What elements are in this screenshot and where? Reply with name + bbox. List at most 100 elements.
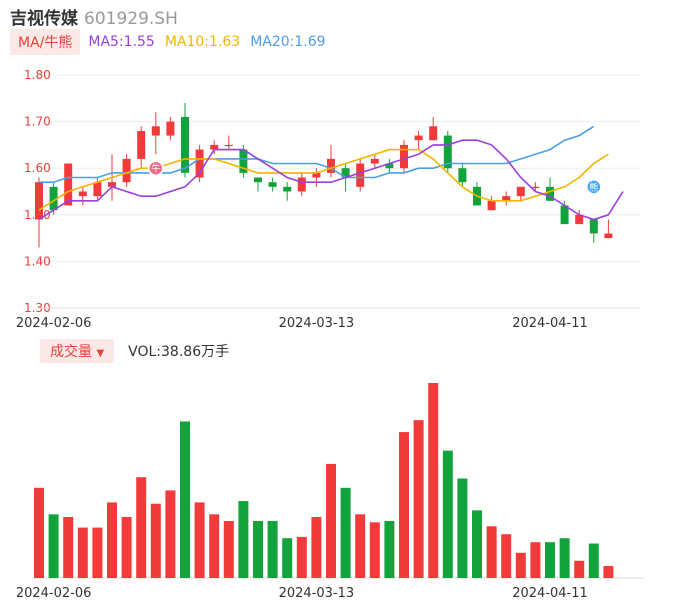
candle-body — [151, 126, 160, 136]
price-tick-label: 1.30 — [24, 301, 51, 315]
candle-up — [312, 168, 321, 187]
volume-bar-up — [63, 516, 74, 578]
candle-body — [443, 135, 452, 169]
volume-bar-up — [165, 490, 176, 578]
candle-body — [78, 191, 87, 197]
ma20-line — [39, 125, 595, 183]
candle-body — [181, 116, 189, 173]
volume-bar-up — [530, 542, 541, 578]
candle-up — [210, 140, 219, 155]
candle-down — [181, 102, 189, 178]
volume-bar-down — [238, 501, 249, 578]
candle-body — [516, 186, 525, 197]
candle-body — [254, 177, 262, 183]
candlestick-chart[interactable]: 1.801.701.601.501.401.30牛熊2024-02-062024… — [0, 0, 686, 335]
volume-bar-down — [267, 520, 278, 578]
volume-bar-up — [194, 502, 205, 578]
stock-name: 吉视传媒 — [10, 9, 78, 29]
candle-down — [268, 177, 277, 192]
volume-bar-up — [574, 560, 585, 578]
volume-bar-up — [209, 514, 220, 578]
candle-body — [108, 182, 116, 187]
date-tick-label: 2024-04-11 — [512, 316, 588, 331]
candle-up — [151, 112, 160, 155]
candle-up — [400, 140, 408, 173]
volume-bar-up — [92, 527, 103, 578]
marker-badge — [148, 160, 164, 176]
date-tick-label: 2024-03-13 — [279, 316, 355, 331]
volume-bar-up — [428, 383, 439, 578]
volume-bar-up — [603, 566, 614, 578]
candle-up — [35, 177, 43, 248]
volume-bar-up — [501, 534, 512, 578]
price-tick-label: 1.60 — [24, 161, 51, 175]
candle-up — [137, 126, 146, 169]
candle-body — [487, 200, 496, 211]
volume-bar-up — [399, 432, 409, 578]
candle-body — [458, 168, 467, 183]
candle-body — [49, 186, 58, 211]
candle-body — [283, 186, 292, 192]
candle-down — [443, 130, 452, 173]
volume-bar-down — [457, 478, 468, 578]
volume-bar-up — [107, 502, 117, 578]
date-tick-label: 2024-02-06 — [16, 586, 92, 601]
volume-bar-down — [282, 538, 293, 578]
candle-up — [297, 172, 306, 197]
candle-body — [546, 186, 554, 201]
bear-marker-icon: 熊 — [586, 179, 602, 195]
candle-body — [429, 126, 438, 141]
volume-bar-up — [223, 520, 234, 578]
volume-bar-down — [588, 543, 599, 578]
volume-bar-down — [180, 421, 190, 578]
candle-body — [575, 214, 584, 225]
candle-up — [516, 186, 525, 201]
ma-toggle-button[interactable]: MA/牛熊 — [10, 29, 81, 55]
bull-marker-icon: 牛 — [148, 160, 164, 176]
candle-down — [458, 163, 467, 187]
candle-up — [502, 191, 511, 206]
candle-body — [224, 144, 233, 147]
candle-up — [356, 158, 365, 192]
volume-value: VOL:38.86万手 — [128, 344, 230, 360]
candle-body — [327, 158, 335, 173]
candle-body — [531, 186, 540, 189]
candle-up — [195, 144, 204, 183]
candle-body — [166, 121, 175, 136]
price-tick-label: 1.40 — [24, 254, 51, 268]
candle-down — [254, 177, 262, 192]
volume-bar-up — [34, 487, 44, 578]
stock-code: 601929.SH — [84, 9, 178, 29]
candle-body — [502, 196, 511, 201]
volume-bar-up — [413, 420, 424, 578]
candle-down — [283, 182, 292, 201]
volume-bar-up — [355, 514, 366, 578]
candle-body — [385, 163, 394, 169]
candle-body — [93, 182, 102, 197]
volume-indicator-dropdown[interactable]: 成交量 ▼ — [40, 339, 115, 363]
price-tick-label: 1.80 — [24, 68, 51, 82]
volume-legend: 成交量 ▼ VOL:38.86万手 — [40, 339, 230, 363]
candle-up — [604, 219, 613, 239]
volume-bar-up — [121, 516, 132, 578]
candle-body — [195, 149, 204, 178]
volume-bar-down — [48, 514, 59, 578]
volume-bar-up — [515, 552, 526, 578]
candle-up — [370, 154, 379, 169]
candle-body — [268, 182, 277, 187]
candle-body — [341, 168, 350, 178]
candle-body — [400, 144, 408, 169]
candle-up — [327, 144, 335, 178]
candle-body — [414, 135, 423, 141]
candle-body — [210, 144, 219, 150]
ma5-line — [38, 139, 624, 221]
ma-legend: MA/牛熊 MA5:1.55 MA10:1.63 MA20:1.69 — [10, 29, 336, 55]
volume-bar-up — [296, 536, 307, 578]
date-tick-label: 2024-04-11 — [512, 586, 588, 601]
volume-bar-down — [545, 542, 555, 578]
candle-body — [356, 163, 365, 187]
volume-bar-up — [326, 463, 336, 578]
candle-up — [224, 135, 233, 150]
stock-header: 吉视传媒 601929.SH — [10, 4, 178, 29]
candle-body — [604, 233, 613, 239]
